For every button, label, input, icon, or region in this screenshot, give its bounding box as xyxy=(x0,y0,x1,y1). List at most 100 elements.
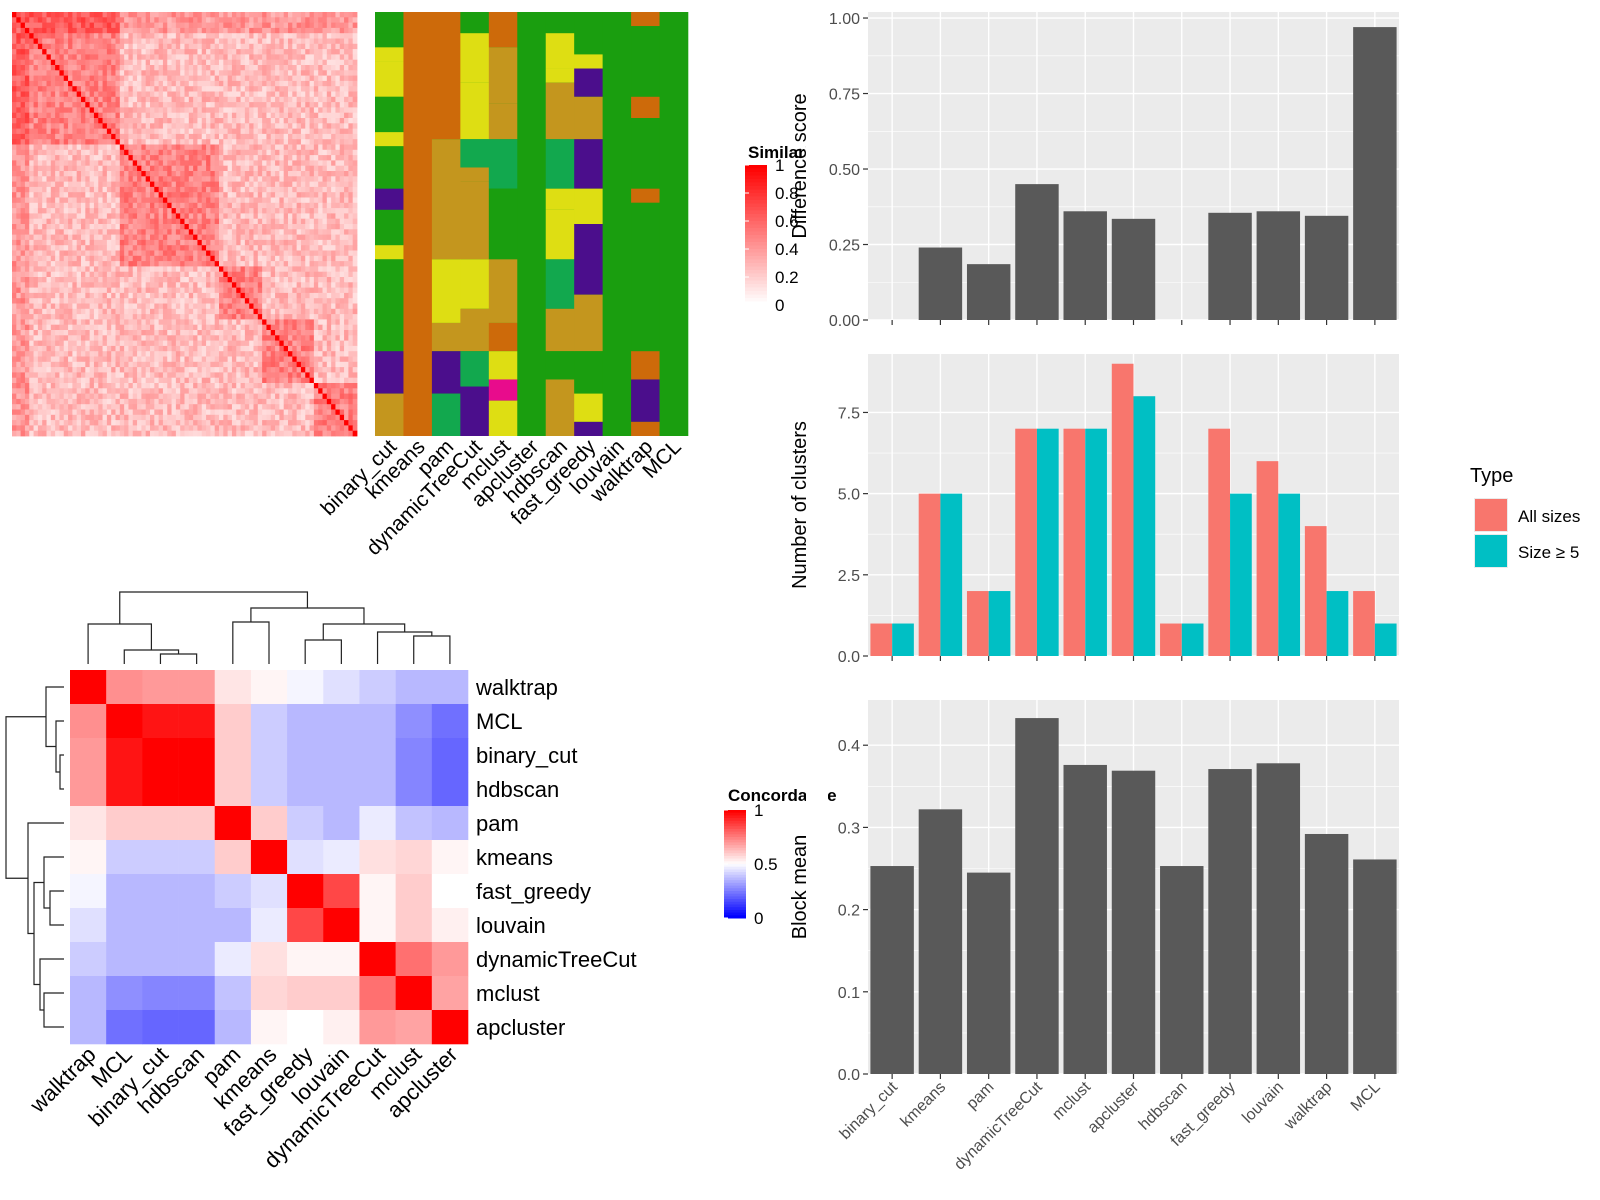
similarity-cell xyxy=(171,118,177,124)
similarity-cell xyxy=(188,91,194,98)
similarity-cell xyxy=(188,22,194,29)
similarity-cell xyxy=(76,308,82,315)
similarity-cell xyxy=(305,112,310,119)
similarity-cell xyxy=(20,271,26,278)
similarity-cell xyxy=(171,229,177,235)
similarity-cell xyxy=(206,96,211,103)
similarity-cell xyxy=(68,213,73,220)
similarity-cell xyxy=(24,80,30,87)
similarity-cell xyxy=(335,239,341,246)
similarity-cell xyxy=(352,298,358,304)
similarity-cell xyxy=(42,91,47,98)
similarity-cell xyxy=(102,17,108,23)
similarity-cell xyxy=(154,17,160,23)
similarity-cell xyxy=(309,86,315,92)
similarity-cell xyxy=(24,96,30,103)
similarity-cell xyxy=(296,91,302,98)
similarity-cell xyxy=(137,330,142,336)
similarity-cell xyxy=(33,96,39,103)
similarity-cell xyxy=(296,54,302,61)
similarity-cell xyxy=(46,303,52,310)
similarity-cell xyxy=(20,43,26,50)
similarity-cell xyxy=(193,308,198,315)
similarity-cell xyxy=(266,59,272,66)
similarity-cell xyxy=(344,33,349,39)
similarity-cell xyxy=(309,33,315,39)
similarity-cell xyxy=(158,303,164,310)
similarity-cell xyxy=(93,43,99,50)
similarity-cell xyxy=(12,277,17,283)
similarity-cell xyxy=(68,12,73,18)
similarity-cell xyxy=(68,102,73,108)
similarity-cell xyxy=(288,112,293,119)
similarity-cell xyxy=(257,75,263,82)
similarity-cell xyxy=(344,224,349,230)
similarity-cell xyxy=(29,96,34,103)
similarity-cell xyxy=(300,282,306,288)
similarity-cell xyxy=(102,27,108,34)
similarity-cell xyxy=(331,107,336,114)
similarity-cell xyxy=(331,282,336,288)
similarity-cell xyxy=(352,49,358,55)
similarity-cell xyxy=(223,224,229,230)
similarity-cell xyxy=(158,255,164,262)
similarity-cell xyxy=(266,266,272,273)
similarity-cell xyxy=(270,303,276,310)
similarity-cell xyxy=(300,123,306,129)
similarity-cell xyxy=(318,133,323,140)
similarity-cell xyxy=(292,59,298,66)
similarity-cell xyxy=(33,171,39,177)
similarity-cell xyxy=(24,70,30,76)
similarity-cell xyxy=(188,65,194,71)
similarity-cell xyxy=(331,43,336,50)
similarity-cell xyxy=(352,197,358,204)
similarity-cell xyxy=(206,70,211,76)
similarity-cell xyxy=(55,49,60,55)
similarity-cell xyxy=(42,155,47,161)
similarity-cell xyxy=(348,27,354,34)
similarity-cell xyxy=(244,17,250,23)
similarity-cell xyxy=(20,17,26,23)
similarity-cell xyxy=(55,75,60,82)
similarity-cell xyxy=(231,128,237,135)
similarity-cell xyxy=(29,308,34,315)
similarity-cell xyxy=(188,218,194,225)
similarity-cell xyxy=(29,65,34,71)
similarity-cell xyxy=(167,324,172,331)
similarity-cell xyxy=(197,308,203,315)
similarity-cell xyxy=(119,192,125,198)
similarity-cell xyxy=(124,118,129,124)
similarity-cell xyxy=(188,43,194,50)
similarity-cell xyxy=(119,70,125,76)
similarity-cell xyxy=(93,266,99,273)
similarity-cell xyxy=(292,324,298,331)
similarity-cell xyxy=(283,229,289,235)
similarity-cell xyxy=(154,277,160,283)
similarity-cell xyxy=(132,54,138,61)
similarity-cell xyxy=(197,335,203,341)
similarity-cell xyxy=(72,250,78,257)
similarity-cell xyxy=(219,287,224,294)
similarity-cell xyxy=(249,239,254,246)
similarity-cell xyxy=(313,75,319,82)
similarity-cell xyxy=(12,176,17,182)
similarity-cell xyxy=(288,155,293,161)
similarity-cell xyxy=(102,65,108,71)
similarity-cell xyxy=(339,91,345,98)
similarity-cell xyxy=(223,245,229,251)
similarity-cell xyxy=(141,208,147,214)
similarity-cell xyxy=(145,176,151,182)
similarity-cell xyxy=(180,224,185,230)
similarity-cell xyxy=(89,91,95,98)
similarity-cell xyxy=(253,123,259,129)
similarity-cell xyxy=(184,224,190,230)
similarity-cell xyxy=(72,38,78,45)
similarity-cell xyxy=(270,197,276,204)
similarity-cell xyxy=(206,255,211,262)
similarity-cell xyxy=(279,144,285,151)
similarity-cell xyxy=(68,59,73,66)
similarity-cell xyxy=(85,229,91,235)
similarity-cell xyxy=(20,118,26,124)
similarity-cell xyxy=(46,292,52,299)
similarity-cell xyxy=(37,245,43,251)
